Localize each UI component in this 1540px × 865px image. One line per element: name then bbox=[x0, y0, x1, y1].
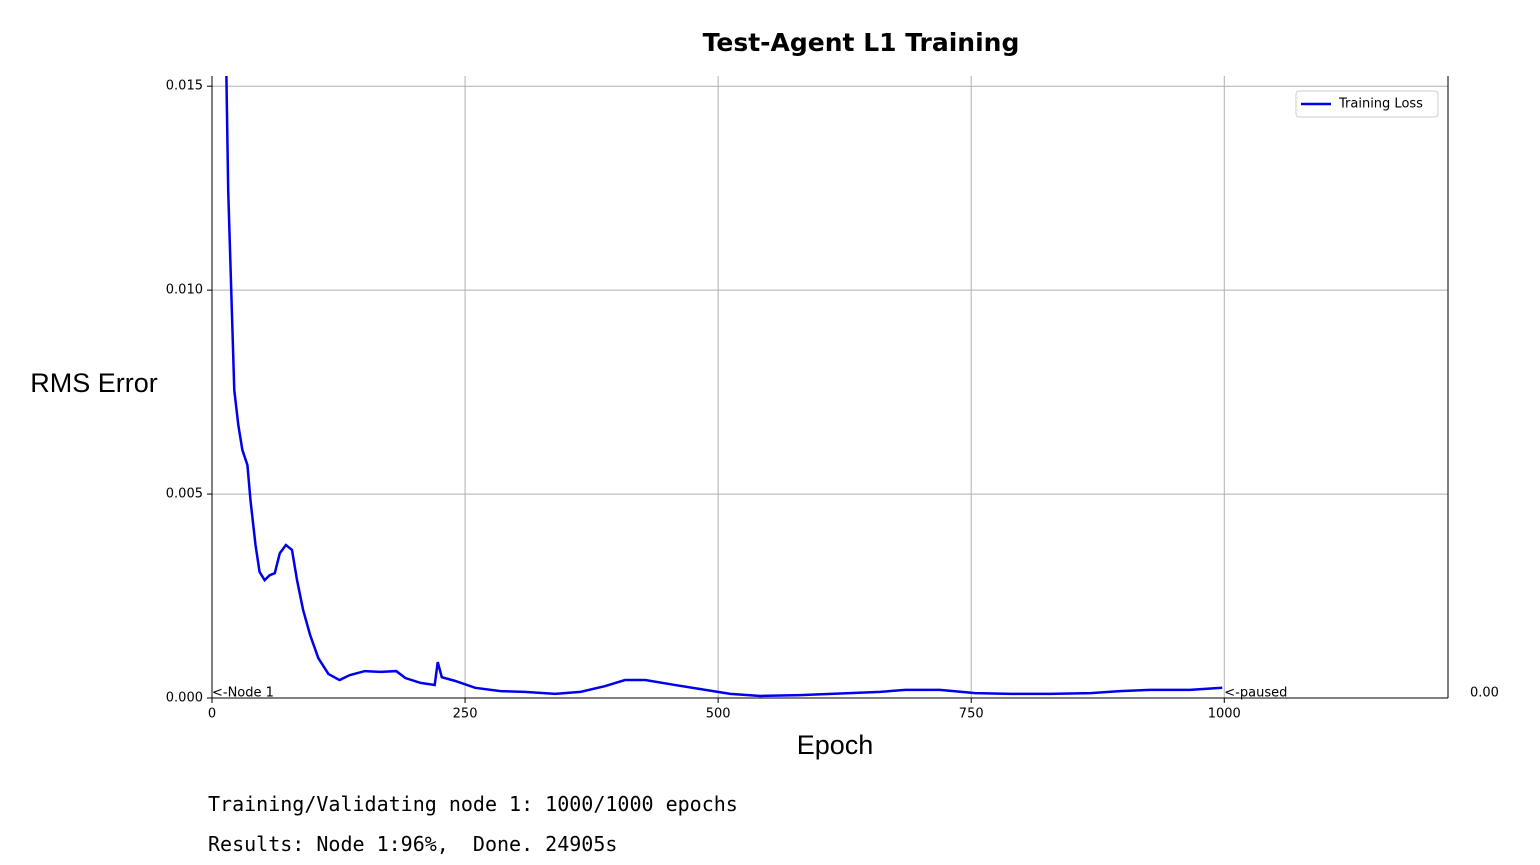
progress-line: Training/Validating node 1: 1000/1000 ep… bbox=[208, 792, 738, 816]
x-tick-label: 500 bbox=[706, 707, 731, 722]
y-axis-label: RMS Error bbox=[30, 368, 158, 398]
legend-label: Training Loss bbox=[1338, 97, 1423, 112]
y-tick-label: 0.000 bbox=[166, 691, 203, 706]
annotation: <-Node 1 bbox=[212, 686, 274, 701]
results: Results: Node 1:96%, Done. 24905s bbox=[208, 832, 618, 856]
y-tick-label: 0.010 bbox=[166, 283, 203, 298]
chart: Test-Agent L1 Training RMS Error Epoch 0… bbox=[30, 28, 1499, 760]
progress-label: Training/Validating node 1: bbox=[208, 792, 534, 816]
y-tick-label: 0.015 bbox=[166, 79, 203, 94]
plot-area bbox=[225, 76, 1223, 698]
data-line bbox=[225, 76, 1223, 698]
x-tick-label: 0 bbox=[208, 707, 216, 722]
y-tick-label: 0.005 bbox=[166, 487, 203, 502]
chart-title: Test-Agent L1 Training bbox=[703, 28, 1020, 57]
x-tick-label: 250 bbox=[453, 707, 478, 722]
legend-box bbox=[1295, 90, 1439, 118]
x-tick-label: 750 bbox=[959, 707, 984, 722]
annotation: 0.00 bbox=[1470, 686, 1499, 701]
annotation: <-paused bbox=[1224, 686, 1287, 701]
x-tick-label: 1000 bbox=[1208, 707, 1241, 722]
progress: 1000/1000 epochs bbox=[545, 792, 738, 816]
x-axis-label: Epoch bbox=[797, 730, 874, 760]
